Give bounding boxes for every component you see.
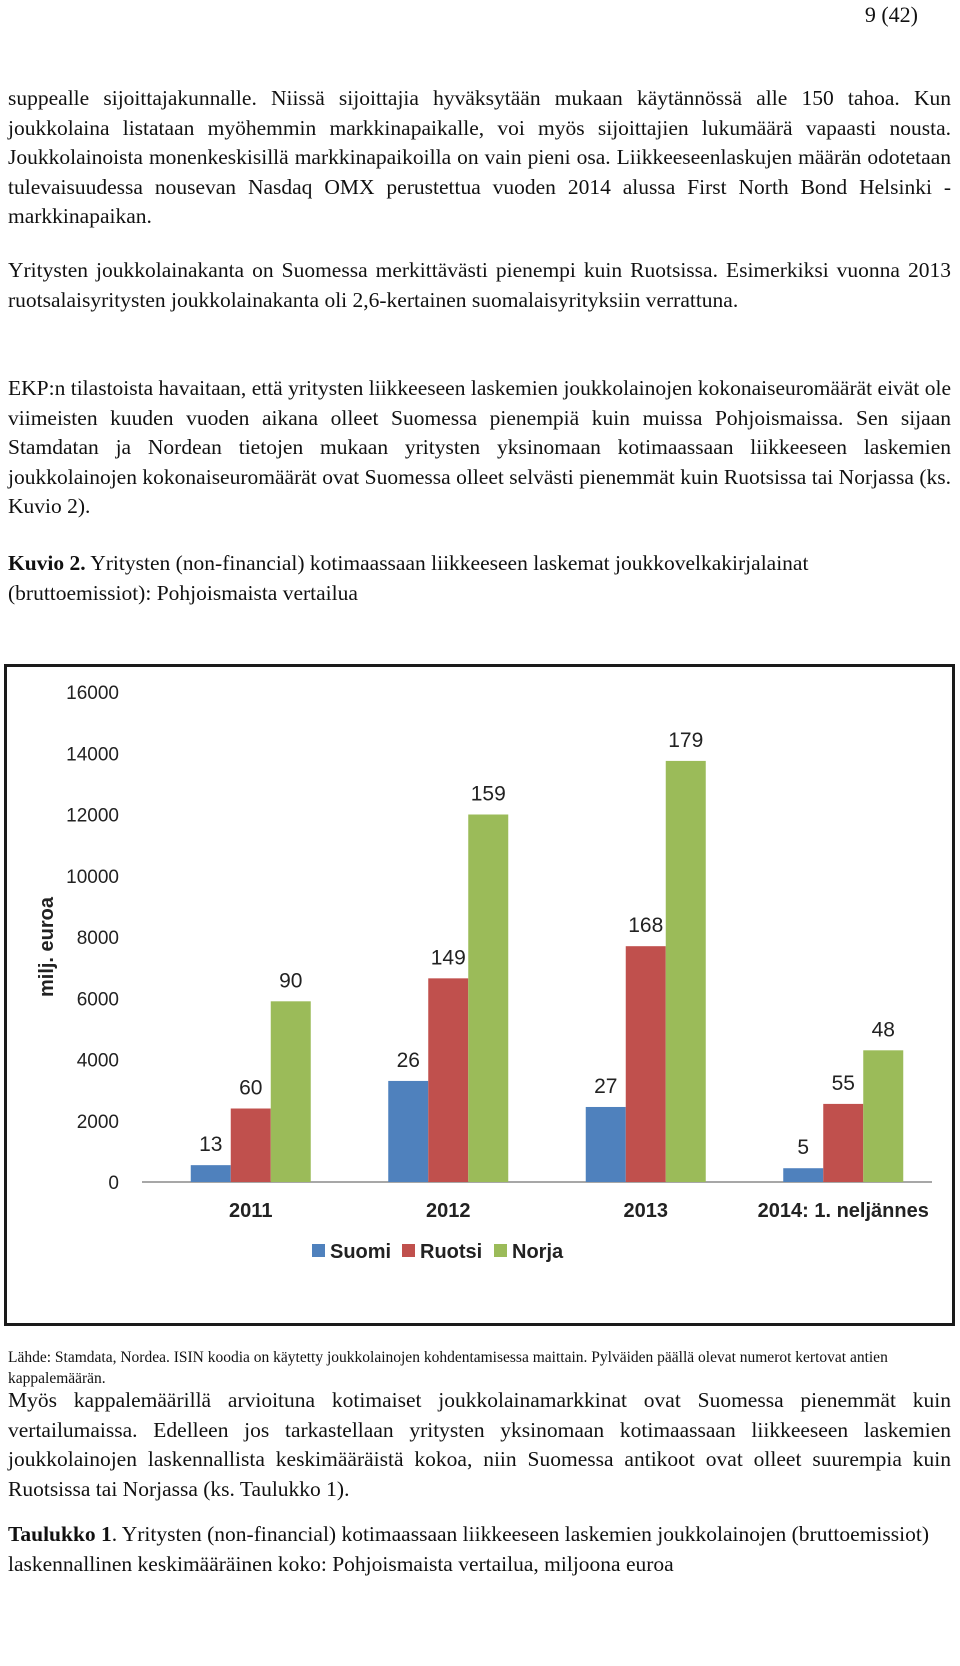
- table-caption: Taulukko 1. Yritysten (non-financial) ko…: [8, 1520, 951, 1579]
- paragraph-4: Myös kappalemäärillä arvioituna kotimais…: [8, 1388, 951, 1501]
- bar-data-label: 60: [239, 1077, 262, 1100]
- y-tick-label: 8000: [77, 928, 119, 949]
- bar-data-label: 55: [832, 1072, 855, 1095]
- bar-data-label: 48: [872, 1018, 895, 1041]
- x-tick-label: 2014: 1. neljännes: [758, 1200, 929, 1222]
- bar-data-label: 168: [628, 914, 663, 937]
- y-axis-label: milj. euroa: [36, 896, 58, 997]
- bar-ruotsi: [823, 1103, 864, 1182]
- bar-chart-frame: 0 2000 4000 6000 8000 10000 12000 14000 16000 mil…: [4, 664, 955, 1326]
- x-tick-label: 2012: [426, 1200, 471, 1222]
- legend-label-norja: Norja: [512, 1241, 564, 1263]
- bar-chart: 0 2000 4000 6000 8000 10000 12000 14000 16000 mil…: [36, 683, 932, 1263]
- bar-data-label: 159: [471, 783, 506, 806]
- bar-data-label: 27: [594, 1075, 617, 1098]
- paragraph-3: EKP:n tilastoista havaitaan, että yritys…: [8, 376, 951, 518]
- bar-ruotsi: [625, 946, 666, 1182]
- figure-caption: Kuvio 2. Yritysten (non-financial) kotim…: [8, 549, 951, 608]
- bar-data-label: 5: [797, 1136, 809, 1159]
- bar-norja: [863, 1050, 904, 1182]
- y-tick-label: 14000: [66, 744, 119, 765]
- figure-source: Lähde: Stamdata, Nordea. ISIN koodia on …: [8, 1349, 888, 1387]
- bar-norja: [468, 814, 509, 1182]
- bar-ruotsi: [230, 1108, 271, 1182]
- figure-caption-text: Yritysten (non-financial) kotimaassaan l…: [8, 551, 809, 605]
- bar-suomi: [783, 1168, 824, 1182]
- y-tick-label: 0: [108, 1173, 119, 1194]
- y-tick-label: 16000: [66, 683, 119, 704]
- y-tick-label: 6000: [77, 989, 119, 1010]
- legend-label-suomi: Suomi: [330, 1241, 391, 1263]
- y-tick-label: 2000: [77, 1112, 119, 1133]
- bar-ruotsi: [428, 978, 469, 1182]
- paragraph-2: Yritysten joukkolainakanta on Suomessa m…: [8, 258, 951, 312]
- bar-suomi: [190, 1165, 231, 1182]
- legend-label-ruotsi: Ruotsi: [420, 1241, 482, 1263]
- x-tick-label: 2013: [624, 1200, 669, 1222]
- bar-norja: [270, 1001, 311, 1182]
- bar-data-label: 13: [199, 1133, 222, 1156]
- legend-swatch-suomi: [312, 1244, 325, 1257]
- legend-swatch-ruotsi: [402, 1244, 415, 1257]
- figure-label: Kuvio 2.: [8, 551, 86, 575]
- bar-data-label: 26: [397, 1049, 420, 1072]
- bar-suomi: [585, 1106, 626, 1182]
- x-tick-label: 2011: [229, 1200, 272, 1222]
- bar-data-label: 149: [431, 946, 466, 969]
- bar-norja: [665, 760, 706, 1182]
- page-number: 9 (42): [864, 2, 918, 27]
- y-tick-label: 4000: [77, 1051, 119, 1072]
- y-tick-label: 10000: [66, 867, 119, 888]
- y-tick-label: 12000: [66, 806, 119, 827]
- table-caption-text: . Yritysten (non-financial) kotimaassaan…: [8, 1522, 929, 1576]
- table-label: Taulukko 1: [8, 1522, 112, 1546]
- bar-data-label: 179: [668, 729, 703, 752]
- bar-data-label: 90: [279, 969, 302, 992]
- legend-swatch-norja: [494, 1244, 507, 1257]
- paragraph-1: suppealle sijoittajakunnalle. Niissä sij…: [8, 86, 951, 228]
- bar-suomi: [388, 1080, 429, 1182]
